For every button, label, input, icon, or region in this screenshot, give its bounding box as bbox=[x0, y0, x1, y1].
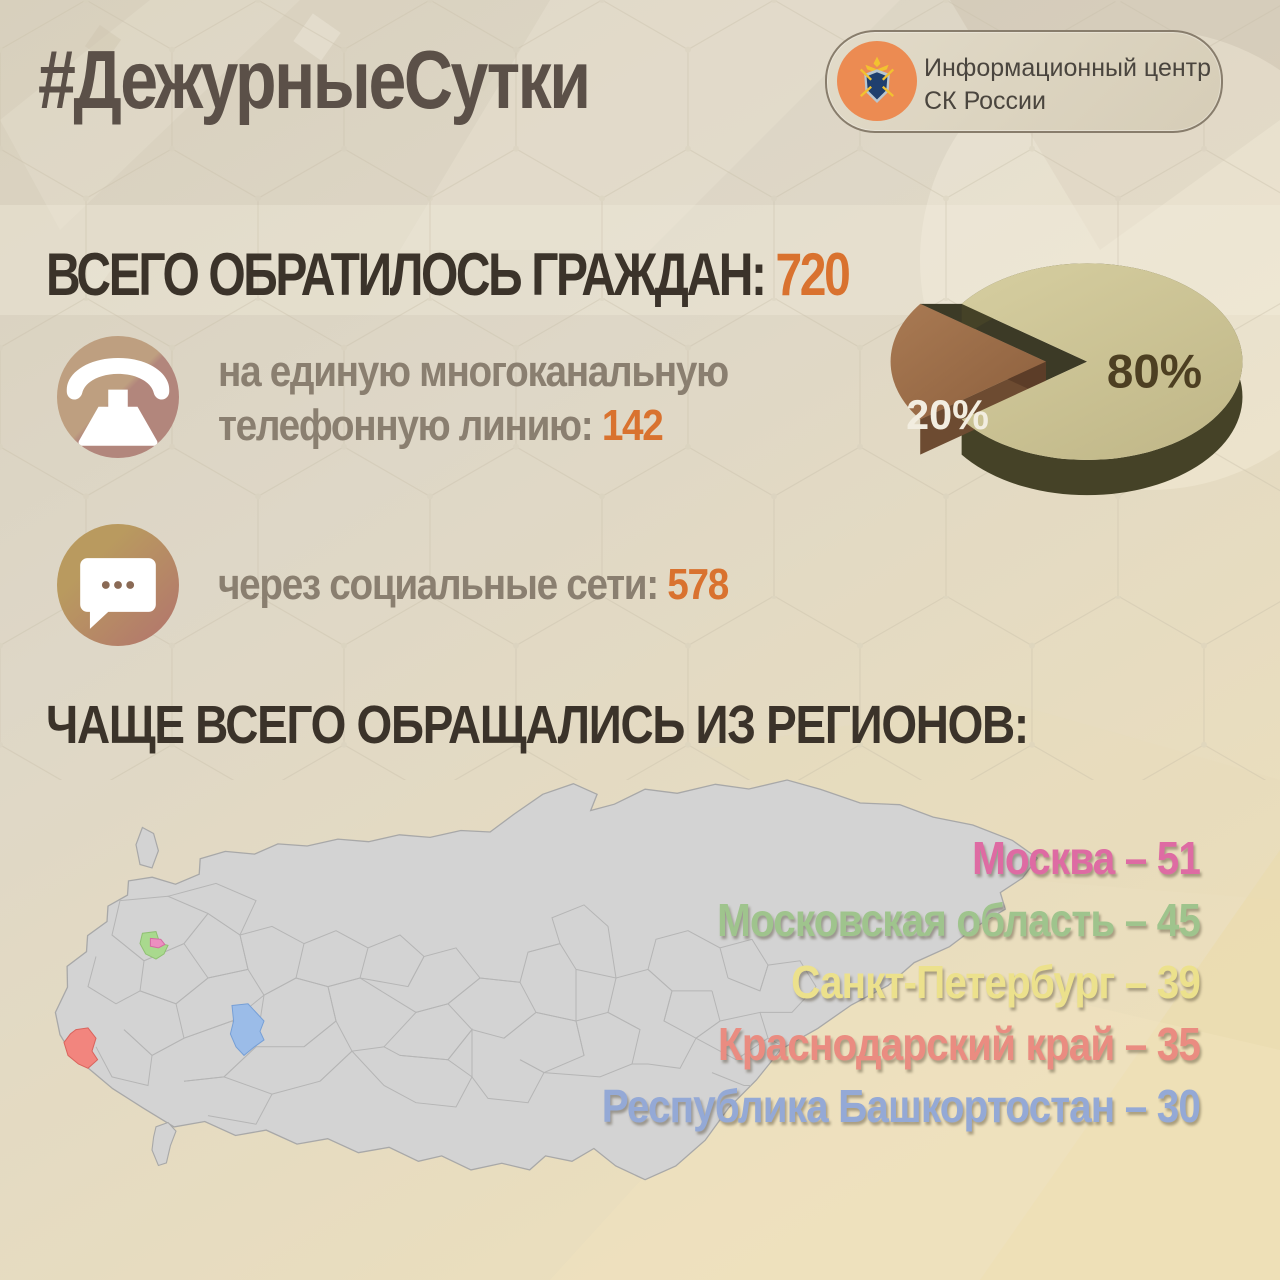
svg-text:20%: 20% bbox=[906, 392, 989, 438]
svg-text:80%: 80% bbox=[1107, 346, 1202, 399]
